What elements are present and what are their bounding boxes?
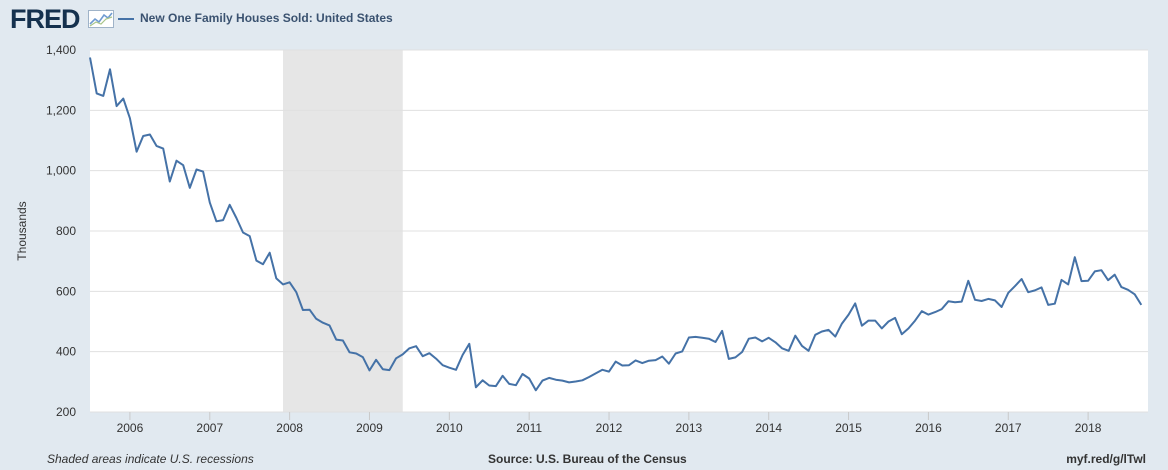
x-tick-label: 2016	[915, 421, 942, 435]
x-tick-label: 2009	[356, 421, 383, 435]
x-tick-label: 2017	[995, 421, 1022, 435]
y-tick-label: 600	[56, 284, 76, 298]
line-chart: 200 400 600 800 1,000 1,200 1,400 2006 2007 2008…	[15, 43, 1148, 435]
series-line[interactable]	[89, 57, 1143, 392]
chart-trend-icon	[88, 10, 114, 28]
x-tick-label: 2011	[516, 421, 542, 435]
series-layer	[89, 57, 1143, 392]
y-tick-label: 200	[56, 405, 76, 419]
x-tick-label: 2007	[196, 421, 223, 435]
y-tick-label: 400	[56, 345, 76, 359]
recession-note: Shaded areas indicate U.S. recessions	[47, 452, 254, 466]
y-tick-label: 1,400	[46, 43, 76, 57]
x-tick-label: 2012	[596, 421, 623, 435]
x-tick-label: 2014	[755, 421, 782, 435]
x-tick-label: 2010	[436, 421, 463, 435]
x-tick-label: 2013	[676, 421, 703, 435]
legend-label[interactable]: New One Family Houses Sold: United State…	[140, 11, 393, 25]
legend-swatch	[118, 18, 134, 20]
x-tick-label: 2018	[1075, 421, 1102, 435]
y-axis-label: Thousands	[15, 201, 29, 260]
y-axis-ticks: 200 400 600 800 1,000 1,200 1,400	[46, 43, 76, 419]
y-tick-label: 1,200	[46, 103, 76, 117]
short-link[interactable]: myf.red/g/lTwl	[1066, 452, 1146, 466]
fred-logo[interactable]: FRED	[10, 4, 80, 34]
x-tick-label: 2015	[835, 421, 862, 435]
y-tick-label: 800	[56, 224, 76, 238]
x-tick-label: 2006	[117, 421, 144, 435]
x-axis-ticks: 2006 2007 2008 2009 2010 2011 2012 2013 2014 2015…	[117, 412, 1102, 435]
source-credit: Source: U.S. Bureau of the Census	[488, 452, 687, 466]
y-tick-label: 1,000	[46, 164, 76, 178]
header: FRED New One Family Houses Sold: United …	[0, 0, 1168, 40]
x-tick-label: 2008	[276, 421, 303, 435]
footer: Shaded areas indicate U.S. recessions So…	[0, 450, 1168, 470]
